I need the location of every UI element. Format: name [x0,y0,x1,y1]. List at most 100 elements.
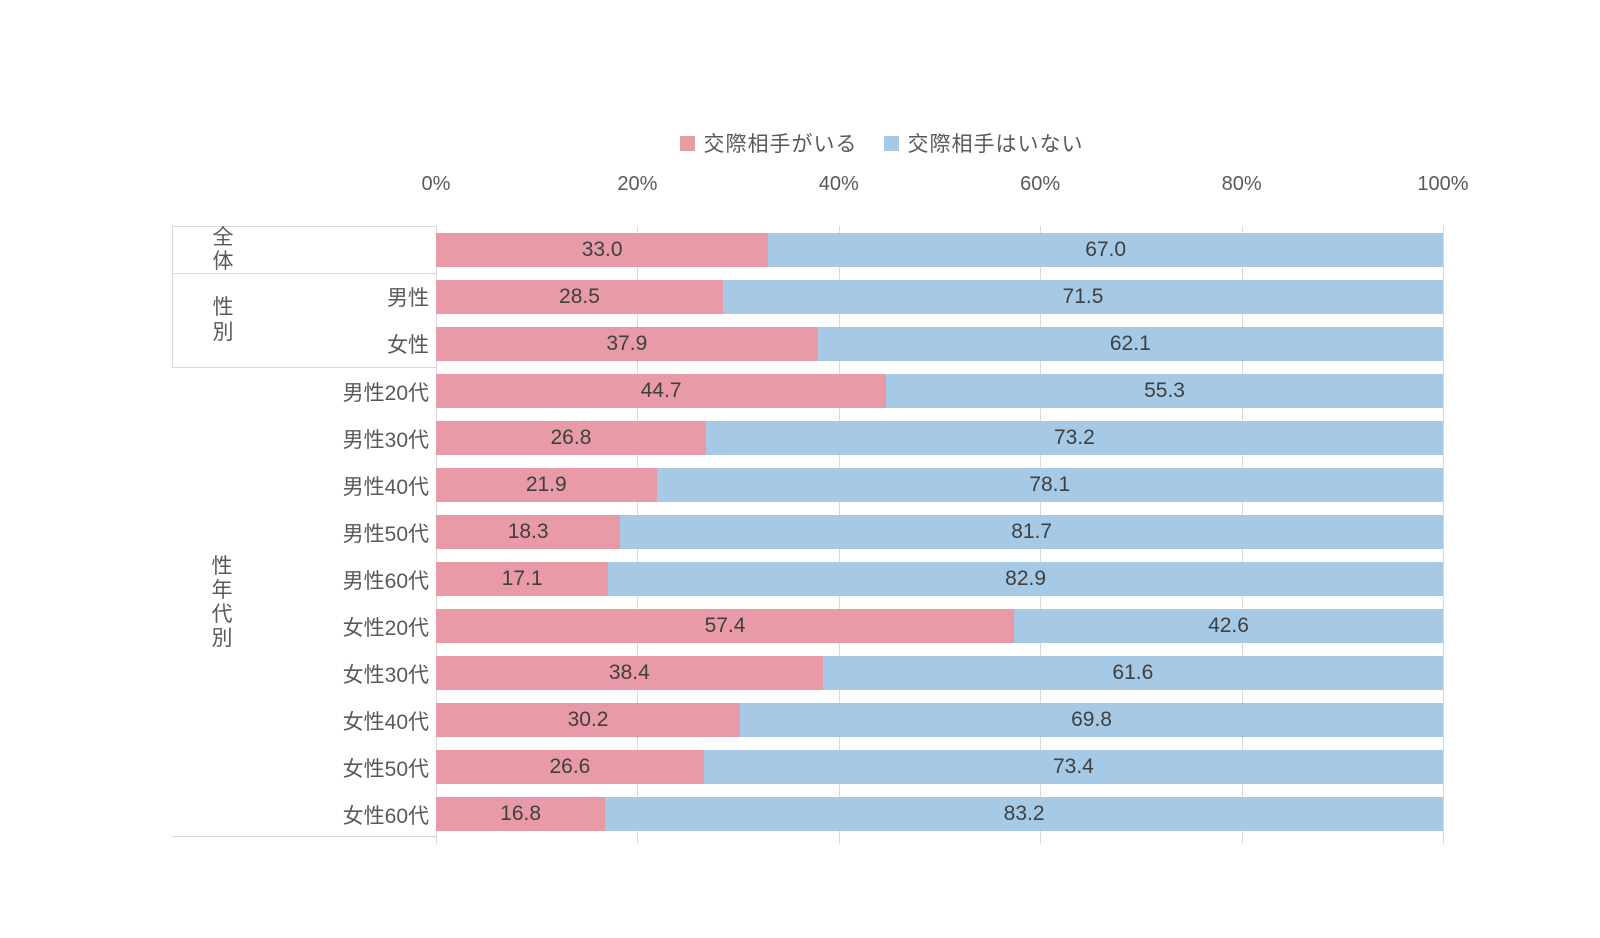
bar-value-label: 17.1 [501,566,543,590]
stacked-bar: 21.9 78.1 [436,467,1443,502]
bar-row: 57.4 42.6 [436,602,1443,649]
bar-value-label: 67.0 [1085,237,1127,261]
legend-item-label: 交際相手はいない [907,133,1084,156]
bar-value-label: 61.6 [1112,660,1154,684]
bar-row: 38.4 61.6 [436,649,1443,696]
bar-value-label: 62.1 [1109,331,1151,355]
bar-row: 26.6 73.4 [436,743,1443,790]
x-axis-tick-label: 100% [1417,173,1469,195]
category-group-outer: 性別 [173,274,273,367]
bar-segment: 38.4 [436,655,823,690]
x-axis-tick-label: 20% [617,173,658,195]
bar-segment: 73.2 [705,420,1443,455]
bar-row: 21.9 78.1 [436,461,1443,508]
bar-segment: 81.7 [620,514,1443,549]
category-group-outer: 全体 [173,225,273,273]
stacked-bar: 26.6 73.4 [436,749,1443,784]
bar-value-label: 38.4 [608,660,650,684]
bar-value-label: 44.7 [640,378,682,402]
bar-value-label: 73.4 [1052,754,1094,778]
bar-segment: 33.0 [436,232,769,267]
category-row-label [273,227,436,273]
legend-item: 交際相手がいる [679,128,858,158]
category-row-label: 女性40代 [342,710,429,734]
bar-row: 17.1 82.9 [436,555,1443,602]
bar-value-label: 26.8 [550,425,592,449]
legend-swatch-icon [883,135,899,151]
bar-value-label: 57.4 [704,613,746,637]
bar-value-label: 37.9 [606,331,648,355]
category-group-label: 性別 [212,296,234,344]
bar-row: 16.8 83.2 [436,790,1443,837]
bar-segment: 83.2 [605,796,1443,831]
category-row-label: 女性20代 [342,616,429,640]
bar-value-label: 33.0 [581,237,623,261]
bar-value-label: 26.6 [549,754,591,778]
category-group-rows: 男性 女性 [273,274,436,367]
stacked-bar: 44.7 55.3 [436,373,1443,408]
bar-segment: 28.5 [436,279,723,314]
category-row-label: 女性 [387,333,429,357]
bar-row: 44.7 55.3 [436,367,1443,414]
category-group: 性年代別 男性20代 男性30代 男性40代 男性50代 男性60代 女性20代 女性30代女… [172,368,436,838]
category-row-label: 男性60代 [342,569,429,593]
bar-value-label: 78.1 [1029,472,1071,496]
category-group-outer: 性年代別 [172,368,272,838]
x-axis-tick-label: 80% [1221,173,1262,195]
category-row-label: 男性50代 [342,522,429,546]
bar-segment: 67.0 [768,232,1443,267]
bar-segment: 44.7 [436,373,887,408]
bar-value-label: 55.3 [1144,378,1185,402]
bar-value-label: 83.2 [1003,801,1045,825]
category-row-label: 男性20代 [342,381,429,405]
legend-item: 交際相手はいない [883,128,1084,158]
bar-segment: 61.6 [822,655,1443,690]
category-axis-panel: 全体 性別 男性 女性 性年代別 男性20代 男性30代 男性40代 男性50代 男性60代 女性2… [172,226,436,837]
bar-segment: 26.6 [436,749,704,784]
bar-rows: 33.0 67.0 28.5 71.5 37.9 62.1 44.7 55.3 26.8 73.2… [436,226,1443,837]
bar-segment: 17.1 [436,561,609,596]
bar-row: 30.2 69.8 [436,696,1443,743]
bar-segment: 21.9 [436,467,657,502]
bar-segment: 26.8 [436,420,706,455]
bar-row: 28.5 71.5 [436,273,1443,320]
bar-row: 18.3 81.7 [436,508,1443,555]
bar-value-label: 81.7 [1011,519,1053,543]
stacked-bar: 16.8 83.2 [436,796,1443,831]
category-group-label: 性年代別 [211,554,233,651]
stacked-bar: 37.9 62.1 [436,326,1443,361]
bar-segment: 16.8 [436,796,606,831]
bar-segment: 18.3 [436,514,621,549]
stacked-bar: 33.0 67.0 [436,232,1443,267]
bar-row: 33.0 67.0 [436,226,1443,273]
bar-segment: 37.9 [436,326,818,361]
category-row-label: 男性30代 [342,428,429,452]
category-row-label: 女性60代 [342,804,429,828]
bar-value-label: 30.2 [567,707,609,731]
legend-item-label: 交際相手がいる [703,133,858,156]
bar-row: 37.9 62.1 [436,320,1443,367]
bar-value-label: 16.8 [500,801,542,825]
bar-row: 26.8 73.2 [436,414,1443,461]
category-group-label: 全体 [212,225,234,273]
category-group: 性別 男性 女性 [172,274,436,368]
category-group: 全体 [172,225,436,274]
bar-segment: 55.3 [886,373,1443,408]
chart-legend: 交際相手がいる 交際相手はいない [160,130,1600,156]
stacked-bar: 17.1 82.9 [436,561,1443,596]
stacked-bar: 57.4 42.6 [436,608,1443,643]
bar-segment: 71.5 [722,279,1443,314]
stacked-bar: 38.4 61.6 [436,655,1443,690]
bar-segment: 73.4 [703,749,1443,784]
stacked-bar: 26.8 73.2 [436,420,1443,455]
category-row-label: 女性30代 [342,663,429,687]
bar-segment: 62.1 [817,326,1443,361]
x-axis-tick-label: 0% [421,173,451,195]
category-row-label: 男性 [387,287,429,311]
category-row-label: 女性50代 [342,757,429,781]
bar-segment: 30.2 [436,702,741,737]
x-axis-tick-label: 40% [818,173,859,195]
bar-value-label: 21.9 [525,472,567,496]
stacked-bar: 18.3 81.7 [436,514,1443,549]
